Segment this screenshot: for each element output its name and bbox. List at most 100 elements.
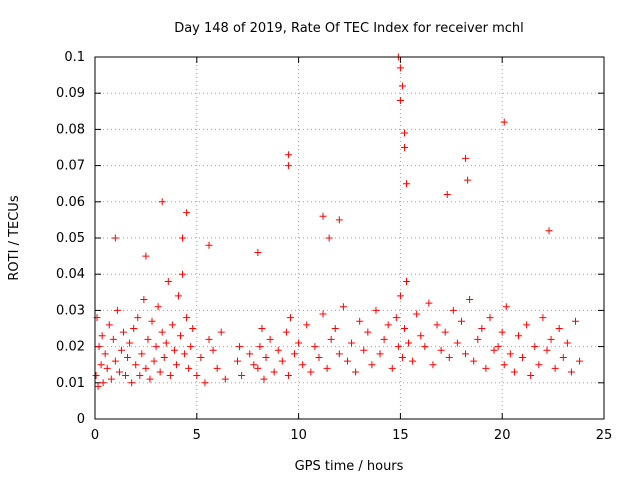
- data-point: [539, 314, 547, 322]
- data-point: [98, 332, 106, 340]
- data-point: [315, 353, 323, 361]
- data-point: [115, 368, 123, 376]
- data-point: [543, 346, 551, 354]
- data-point: [111, 234, 119, 242]
- data-point: [531, 343, 539, 351]
- data-point: [109, 335, 117, 343]
- data-point: [284, 162, 292, 170]
- y-tick-label: 0.07: [56, 159, 85, 174]
- x-tick-label: 10: [290, 428, 307, 443]
- data-point: [323, 364, 331, 372]
- data-point: [307, 368, 315, 376]
- y-tick-label: 0.08: [56, 122, 85, 137]
- data-point: [107, 375, 115, 383]
- x-tick-label: 25: [596, 428, 613, 443]
- data-point: [384, 321, 392, 329]
- data-point: [258, 325, 266, 332]
- data-point: [396, 292, 404, 300]
- data-point: [519, 353, 527, 361]
- data-point: [500, 361, 508, 369]
- data-point: [234, 357, 242, 365]
- data-point: [278, 357, 286, 365]
- data-point: [183, 314, 191, 322]
- data-point: [356, 317, 364, 325]
- data-point: [299, 361, 307, 369]
- data-point: [256, 343, 264, 351]
- y-tick-label: 0.04: [56, 267, 85, 282]
- data-point: [156, 368, 164, 376]
- data-point: [166, 372, 174, 380]
- y-tick-label: 0.09: [56, 86, 85, 101]
- data-point: [158, 328, 166, 336]
- data-point: [111, 357, 119, 365]
- data-point: [449, 306, 457, 314]
- data-point: [172, 361, 180, 369]
- data-point: [343, 357, 351, 365]
- data-point: [396, 64, 404, 72]
- data-point: [213, 364, 221, 372]
- data-point: [466, 296, 474, 304]
- data-point: [254, 364, 262, 372]
- data-point: [335, 216, 343, 224]
- data-point: [286, 314, 294, 322]
- y-tick-label: 0.03: [56, 303, 85, 318]
- data-point: [319, 310, 327, 318]
- data-point: [403, 180, 411, 188]
- data-point: [327, 335, 335, 343]
- x-axis-label: GPS time / hours: [295, 459, 404, 474]
- data-point: [105, 321, 113, 329]
- data-point: [162, 339, 170, 347]
- data-point: [103, 364, 111, 372]
- data-point: [437, 346, 445, 354]
- data-point: [138, 350, 146, 358]
- data-point: [179, 270, 187, 278]
- x-tick-label: 5: [193, 428, 201, 443]
- data-point: [413, 310, 421, 318]
- data-point: [319, 212, 327, 220]
- y-tick-label: 0.02: [56, 340, 85, 355]
- data-point: [201, 379, 209, 387]
- data-point: [421, 343, 429, 351]
- x-tick-label: 15: [392, 428, 409, 443]
- data-point: [284, 372, 292, 380]
- data-point: [409, 357, 417, 365]
- data-point: [154, 303, 162, 311]
- data-point: [97, 361, 105, 369]
- data-point: [364, 328, 372, 336]
- data-point: [453, 339, 461, 347]
- data-point: [134, 314, 142, 322]
- data-point: [152, 343, 160, 351]
- data-point: [376, 350, 384, 358]
- data-point: [144, 335, 152, 343]
- data-point: [128, 379, 136, 387]
- y-tick-label: 0.1: [64, 50, 85, 65]
- data-point: [193, 372, 201, 380]
- data-point: [498, 328, 506, 336]
- data-point: [113, 306, 121, 314]
- data-point: [445, 353, 453, 361]
- data-points: [92, 53, 584, 390]
- data-point: [136, 372, 144, 380]
- data-point: [547, 335, 555, 343]
- data-point: [400, 144, 408, 151]
- data-point: [380, 335, 388, 343]
- plot-frame: [94, 56, 605, 420]
- tick-labels: 0 5 10 15 20 25 0 0.01 0.02 0.03 0.04 0.05 0.06 0.07 0…: [56, 50, 612, 443]
- data-point: [486, 314, 494, 322]
- data-point: [117, 346, 125, 354]
- data-point: [238, 372, 246, 380]
- data-point: [576, 357, 584, 365]
- data-point: [274, 346, 282, 354]
- data-point: [260, 375, 268, 383]
- y-tick-label: 0.05: [56, 231, 85, 246]
- data-point: [482, 364, 490, 372]
- data-point: [398, 353, 406, 361]
- data-point: [551, 364, 559, 372]
- data-point: [470, 357, 478, 365]
- data-point: [168, 321, 176, 329]
- data-point: [403, 277, 411, 285]
- x-tick-label: 20: [494, 428, 511, 443]
- data-point: [164, 277, 172, 285]
- data-point: [360, 346, 368, 354]
- data-point: [146, 375, 154, 383]
